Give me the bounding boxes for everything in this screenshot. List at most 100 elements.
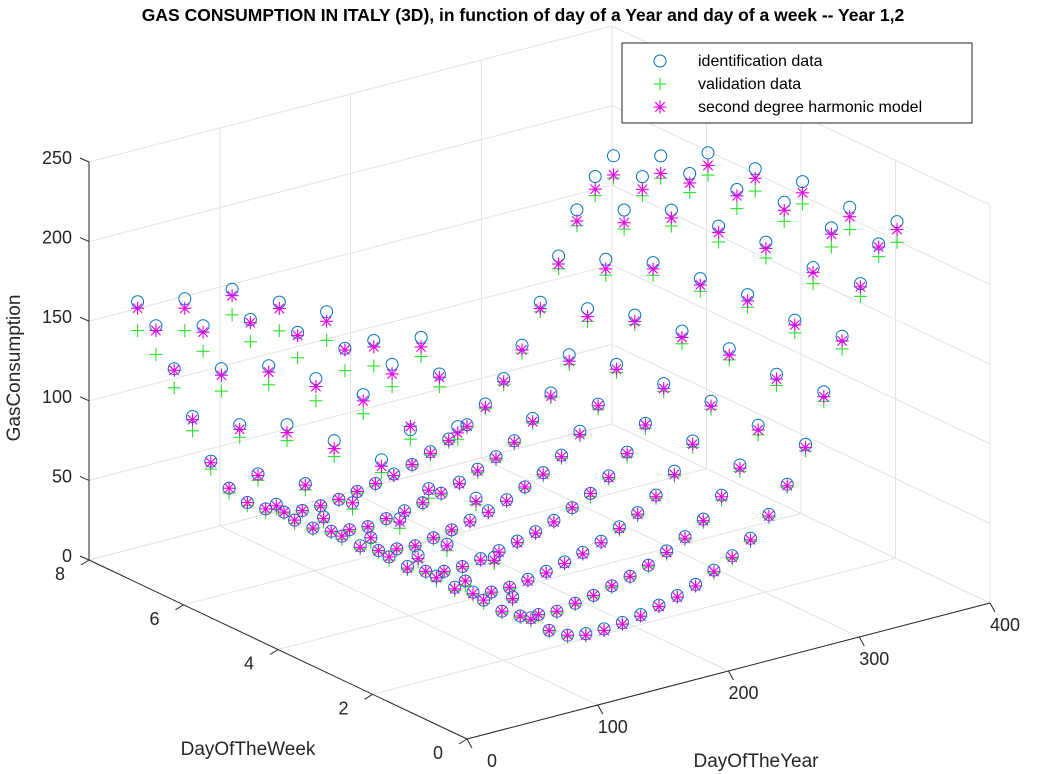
data-point: [375, 459, 388, 473]
data-point: [741, 294, 755, 308]
x-tick-mark: [989, 602, 996, 613]
data-point: [806, 277, 820, 291]
data-point: [777, 203, 791, 217]
z-tick-mark: [79, 396, 90, 402]
data-point: [306, 521, 320, 535]
legend-marker-validation: [653, 77, 667, 91]
grid-line: [88, 343, 613, 481]
data-point: [835, 334, 849, 348]
data-point: [309, 380, 323, 393]
data-point: [660, 546, 674, 559]
data-point: [471, 464, 485, 478]
legend-marker: [653, 77, 667, 91]
data-point: [824, 227, 838, 241]
data-point: [686, 437, 700, 451]
data-point: [780, 479, 794, 493]
series-2: [131, 159, 904, 642]
data-point: [272, 324, 286, 338]
data-point: [536, 467, 550, 481]
data-point: [243, 316, 257, 330]
data-point: [843, 210, 857, 224]
data-point: [526, 415, 540, 429]
data-point: [550, 604, 564, 618]
x-tick-mark: [728, 670, 734, 681]
data-point: [529, 526, 543, 540]
data-point: [620, 447, 634, 461]
data-point: [240, 496, 254, 509]
grid-line: [183, 468, 707, 606]
data-point: [678, 531, 692, 545]
data-point: [597, 624, 611, 637]
data-point: [770, 372, 783, 386]
data-point: [477, 593, 491, 607]
data-point: [320, 333, 334, 347]
data-point: [696, 514, 710, 528]
data-point: [204, 456, 218, 470]
data-point: [419, 564, 433, 578]
data-point: [652, 600, 666, 614]
data-point: [379, 512, 393, 526]
data-point: [670, 590, 684, 604]
data-point: [539, 566, 553, 580]
data-point: [222, 481, 236, 495]
data-point: [715, 490, 729, 504]
data-point: [332, 492, 346, 506]
data-point: [455, 560, 469, 573]
z-tick-mark: [79, 316, 90, 322]
z-tick-mark: [79, 475, 90, 481]
data-point: [817, 390, 831, 404]
data-point: [327, 442, 341, 456]
data-point: [558, 557, 571, 570]
data-point: [291, 351, 305, 365]
data-point: [748, 171, 762, 185]
data-point: [324, 524, 338, 538]
data-point: [387, 469, 401, 483]
z-tick-label: 200: [42, 228, 72, 248]
data-point: [602, 471, 616, 484]
grid-line: [88, 184, 613, 322]
data-point: [588, 182, 602, 196]
data-point: [675, 331, 689, 344]
data-point: [503, 580, 517, 594]
data-point: [521, 574, 535, 588]
z-tick-label: 250: [42, 148, 72, 168]
data-point: [437, 564, 451, 578]
data-point: [562, 354, 576, 368]
data-point: [654, 166, 668, 180]
data-point: [298, 478, 312, 492]
data-point: [872, 240, 886, 254]
x-tick-label: 0: [487, 751, 497, 771]
z-tick-label: 150: [42, 307, 72, 327]
data-point: [599, 262, 613, 276]
data-point: [730, 189, 744, 203]
legend-label-harmonic-model: second degree harmonic model: [698, 99, 922, 116]
data-point: [149, 324, 163, 337]
data-point: [214, 384, 228, 398]
chart-title: GAS CONSUMPTION IN ITALY (3D), in functi…: [142, 5, 905, 25]
data-point: [167, 363, 181, 377]
data-point: [890, 235, 904, 249]
series-1: [131, 168, 904, 644]
data-point: [178, 301, 192, 315]
data-point: [131, 324, 145, 337]
data-point: [617, 216, 631, 230]
data-point: [335, 529, 349, 543]
data-point: [500, 494, 514, 508]
data-point: [369, 477, 382, 490]
grid: [88, 25, 991, 740]
data-point: [463, 515, 477, 529]
x-tick-label: 400: [990, 615, 1020, 635]
data-point: [262, 365, 276, 379]
data-point: [196, 344, 210, 358]
data-point: [403, 420, 417, 433]
data-point: [422, 483, 436, 497]
z-tick-label: 50: [52, 466, 72, 486]
data-point: [701, 146, 715, 160]
data-point: [434, 486, 448, 500]
data-point: [432, 370, 446, 384]
data-point: [777, 214, 791, 228]
y-tick-mark: [458, 738, 468, 745]
data-point: [167, 381, 181, 395]
legend-box: [621, 42, 973, 124]
data-points: [131, 146, 904, 644]
